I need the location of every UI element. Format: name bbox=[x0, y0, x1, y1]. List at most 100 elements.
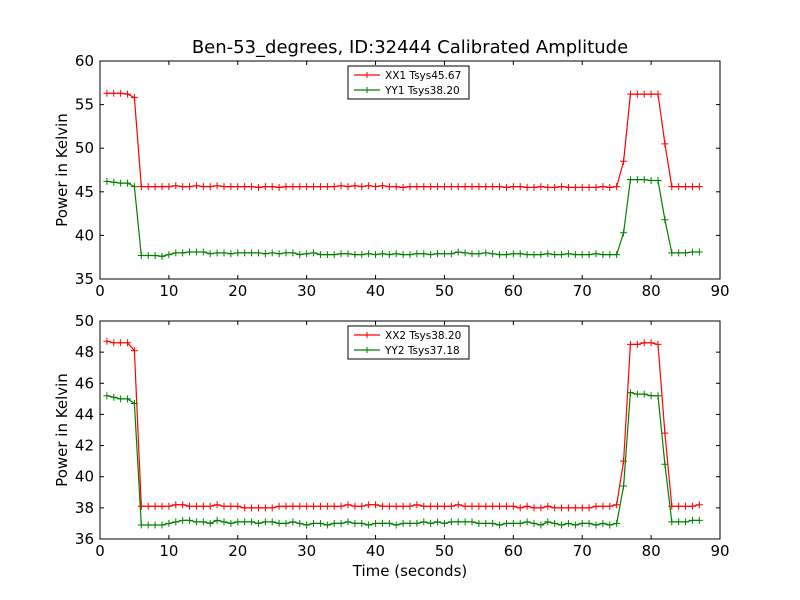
data-point-marker bbox=[551, 183, 559, 191]
data-point-marker bbox=[144, 183, 152, 191]
x-tick-label: 90 bbox=[710, 542, 729, 560]
data-point-marker bbox=[372, 183, 380, 191]
legend-marker bbox=[364, 87, 370, 93]
data-point-marker bbox=[661, 216, 669, 224]
data-point-marker bbox=[626, 389, 634, 397]
data-point-marker bbox=[578, 251, 586, 259]
data-point-marker bbox=[668, 183, 676, 191]
y-tick-label: 36 bbox=[75, 530, 94, 548]
data-point-marker bbox=[220, 249, 228, 257]
data-point-marker bbox=[365, 250, 373, 258]
data-point-marker bbox=[551, 251, 559, 259]
chart-title: Ben-53_degrees, ID:32444 Calibrated Ampl… bbox=[192, 37, 628, 58]
data-point-marker bbox=[165, 502, 173, 510]
data-point-marker bbox=[358, 251, 366, 259]
data-point-marker bbox=[289, 183, 297, 191]
data-point-marker bbox=[220, 502, 228, 510]
data-point-marker bbox=[130, 94, 138, 102]
data-point-marker bbox=[558, 504, 566, 512]
data-point-marker bbox=[668, 249, 676, 257]
data-point-marker bbox=[179, 501, 187, 509]
data-point-marker bbox=[337, 502, 345, 510]
data-point-marker bbox=[241, 183, 249, 191]
y-tick-label: 55 bbox=[75, 96, 94, 114]
data-point-marker bbox=[688, 502, 696, 510]
data-point-marker bbox=[303, 250, 311, 258]
data-point-marker bbox=[516, 250, 524, 258]
data-point-marker bbox=[199, 518, 207, 526]
data-point-marker bbox=[434, 502, 442, 510]
data-point-marker bbox=[358, 519, 366, 527]
legend-label: YY1 Tsys38.20 bbox=[384, 85, 460, 97]
data-point-marker bbox=[551, 504, 559, 512]
data-point-marker bbox=[392, 521, 400, 529]
y-axis-label: Power in Kelvin bbox=[53, 373, 71, 487]
data-point-marker bbox=[647, 90, 655, 98]
data-point-marker bbox=[633, 390, 641, 398]
data-point-marker bbox=[537, 183, 545, 191]
data-point-marker bbox=[186, 248, 194, 256]
data-point-marker bbox=[420, 518, 428, 526]
data-point-marker bbox=[654, 90, 662, 98]
data-point-marker bbox=[585, 504, 593, 512]
data-point-marker bbox=[447, 250, 455, 258]
data-point-marker bbox=[461, 249, 469, 257]
x-tick-label: 20 bbox=[228, 542, 247, 560]
data-point-marker bbox=[344, 501, 352, 509]
x-tick-label: 70 bbox=[573, 542, 592, 560]
data-point-marker bbox=[365, 521, 373, 529]
data-point-marker bbox=[564, 183, 572, 191]
x-tick-label: 80 bbox=[642, 282, 661, 300]
data-point-marker bbox=[358, 183, 366, 191]
data-point-marker bbox=[523, 518, 531, 526]
data-point-marker bbox=[682, 518, 690, 526]
data-point-marker bbox=[103, 392, 111, 400]
data-point-marker bbox=[523, 502, 531, 510]
data-point-marker bbox=[406, 502, 414, 510]
x-tick-label: 0 bbox=[95, 282, 105, 300]
data-point-marker bbox=[296, 519, 304, 527]
data-point-marker bbox=[537, 251, 545, 259]
data-point-marker bbox=[282, 249, 290, 257]
data-point-marker bbox=[254, 183, 262, 191]
data-point-marker bbox=[234, 183, 242, 191]
data-point-marker bbox=[275, 183, 283, 191]
data-point-marker bbox=[482, 502, 490, 510]
data-point-marker bbox=[454, 183, 462, 191]
data-point-marker bbox=[599, 183, 607, 191]
top-panel: 0 10 20 30 40 50 60 70 80 90 35 40 45 50 55 60 Power in … bbox=[53, 52, 730, 300]
data-point-marker bbox=[124, 90, 132, 98]
data-point-marker bbox=[117, 339, 125, 347]
data-point-marker bbox=[206, 183, 214, 191]
data-point-marker bbox=[599, 502, 607, 510]
data-point-marker bbox=[137, 502, 145, 510]
data-point-marker bbox=[124, 179, 132, 187]
data-point-marker bbox=[344, 518, 352, 526]
data-point-marker bbox=[688, 516, 696, 524]
data-point-marker bbox=[206, 250, 214, 258]
y-axis-label: Power in Kelvin bbox=[53, 113, 71, 227]
data-point-marker bbox=[268, 183, 276, 191]
data-point-marker bbox=[682, 183, 690, 191]
data-point-marker bbox=[372, 251, 380, 259]
data-point-marker bbox=[489, 250, 497, 258]
data-point-marker bbox=[296, 251, 304, 259]
data-point-marker bbox=[640, 390, 648, 398]
data-point-marker bbox=[661, 140, 669, 148]
data-point-marker bbox=[454, 248, 462, 256]
data-point-marker bbox=[647, 392, 655, 400]
y-tick-label: 42 bbox=[75, 437, 94, 455]
data-point-marker bbox=[633, 90, 641, 98]
data-point-marker bbox=[261, 518, 269, 526]
data-point-marker bbox=[523, 251, 531, 259]
data-point-marker bbox=[447, 518, 455, 526]
data-point-marker bbox=[199, 183, 207, 191]
data-point-marker bbox=[654, 176, 662, 184]
data-point-marker bbox=[220, 183, 228, 191]
data-point-marker bbox=[475, 183, 483, 191]
data-point-marker bbox=[303, 502, 311, 510]
data-point-marker bbox=[454, 501, 462, 509]
data-point-marker bbox=[626, 176, 634, 184]
y-tick-label: 60 bbox=[75, 52, 94, 70]
